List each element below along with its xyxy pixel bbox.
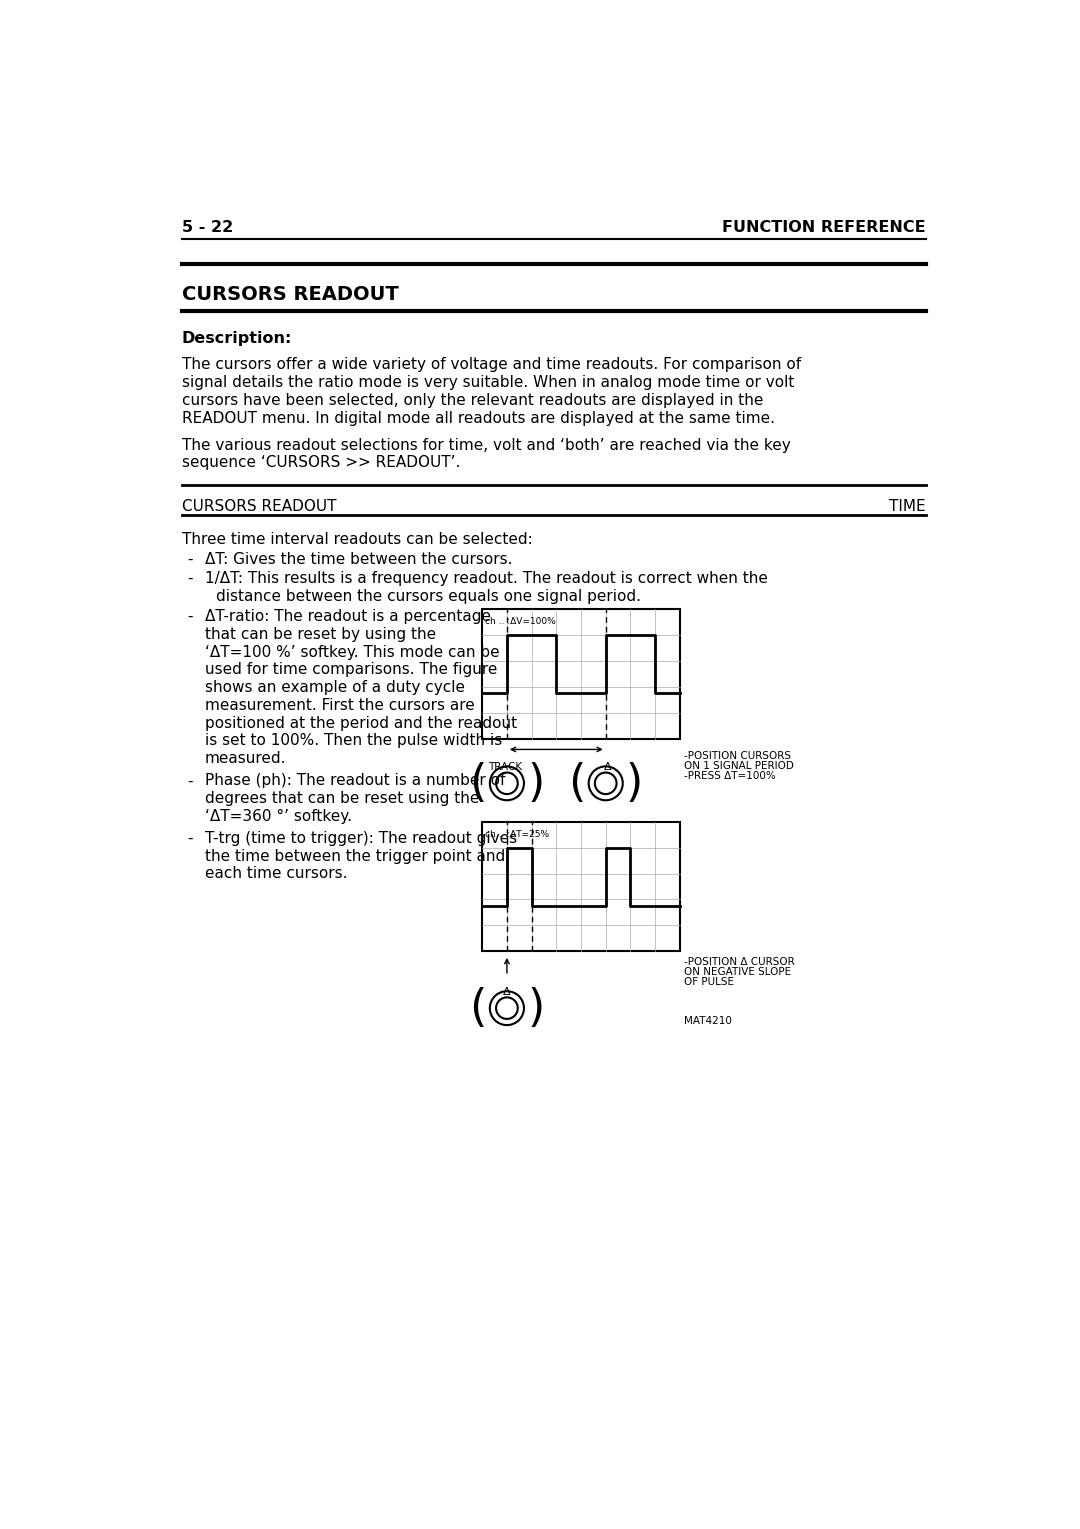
Text: sequence ‘CURSORS >> READOUT’.: sequence ‘CURSORS >> READOUT’. [181, 456, 460, 471]
Text: degrees that can be reset using the: degrees that can be reset using the [205, 790, 480, 806]
Text: the time between the trigger point and: the time between the trigger point and [205, 849, 505, 864]
Text: cursors have been selected, only the relevant readouts are displayed in the: cursors have been selected, only the rel… [181, 393, 762, 408]
Text: -: - [188, 832, 193, 846]
Text: TIME: TIME [889, 498, 926, 514]
Text: ): ) [626, 761, 643, 804]
Text: positioned at the period and the readout: positioned at the period and the readout [205, 716, 517, 731]
Text: Δ: Δ [604, 761, 611, 772]
Text: -POSITION Δ CURSOR: -POSITION Δ CURSOR [685, 957, 795, 968]
Text: TRACK: TRACK [488, 761, 523, 772]
Text: -: - [188, 609, 193, 624]
Text: ON 1 SIGNAL PERIOD: ON 1 SIGNAL PERIOD [685, 761, 795, 771]
Text: (: ( [568, 761, 585, 804]
Text: used for time comparisons. The figure: used for time comparisons. The figure [205, 662, 497, 677]
Text: (: ( [470, 986, 487, 1029]
Text: shows an example of a duty cycle: shows an example of a duty cycle [205, 680, 464, 696]
Text: OF PULSE: OF PULSE [685, 977, 734, 988]
Text: ON NEGATIVE SLOPE: ON NEGATIVE SLOPE [685, 968, 792, 977]
Text: that can be reset by using the: that can be reset by using the [205, 627, 436, 642]
Text: (: ( [470, 761, 487, 804]
Text: The various readout selections for time, volt and ‘both’ are reached via the key: The various readout selections for time,… [181, 437, 791, 453]
Text: T-trg (time to trigger): The readout gives: T-trg (time to trigger): The readout giv… [205, 832, 517, 846]
Text: -POSITION CURSORS: -POSITION CURSORS [685, 751, 792, 761]
Text: CURSORS READOUT: CURSORS READOUT [181, 284, 399, 304]
Text: READOUT menu. In digital mode all readouts are displayed at the same time.: READOUT menu. In digital mode all readou… [181, 411, 774, 425]
Text: Phase (ph): The readout is a number of: Phase (ph): The readout is a number of [205, 774, 505, 789]
Bar [482, 821, 679, 951]
Text: -: - [188, 570, 193, 586]
Text: Three time interval readouts can be selected:: Three time interval readouts can be sele… [181, 532, 532, 546]
Text: ‘ΔT=360 °’ softkey.: ‘ΔT=360 °’ softkey. [205, 809, 352, 824]
Text: measurement. First the cursors are: measurement. First the cursors are [205, 697, 474, 713]
Text: 1/ΔT: This results is a frequency readout. The readout is correct when the: 1/ΔT: This results is a frequency readou… [205, 570, 768, 586]
Text: ): ) [527, 761, 544, 804]
Text: FUNCTION REFERENCE: FUNCTION REFERENCE [721, 220, 926, 235]
Text: is set to 100%. Then the pulse width is: is set to 100%. Then the pulse width is [205, 734, 502, 748]
Text: signal details the ratio mode is very suitable. When in analog mode time or volt: signal details the ratio mode is very su… [181, 375, 794, 390]
Text: Δ: Δ [503, 988, 511, 997]
Text: -PRESS ΔT=100%: -PRESS ΔT=100% [685, 771, 777, 781]
Text: distance between the cursors equals one signal period.: distance between the cursors equals one … [216, 589, 640, 604]
Text: measured.: measured. [205, 751, 286, 766]
Text: ch... :ΔT=25%: ch... :ΔT=25% [485, 830, 549, 838]
Text: each time cursors.: each time cursors. [205, 867, 348, 882]
Text: ΔT-ratio: The readout is a percentage: ΔT-ratio: The readout is a percentage [205, 609, 490, 624]
Text: MAT4210: MAT4210 [685, 1015, 732, 1026]
Text: -: - [188, 552, 193, 567]
Text: The cursors offer a wide variety of voltage and time readouts. For comparison of: The cursors offer a wide variety of volt… [181, 358, 800, 373]
Text: ‘ΔT=100 %’ softkey. This mode can be: ‘ΔT=100 %’ softkey. This mode can be [205, 645, 499, 659]
Text: ΔT: Gives the time between the cursors.: ΔT: Gives the time between the cursors. [205, 552, 512, 567]
Text: ): ) [527, 986, 544, 1029]
Bar [482, 609, 679, 739]
Text: 5 - 22: 5 - 22 [181, 220, 233, 235]
Text: Description:: Description: [181, 332, 292, 347]
Text: -: - [188, 774, 193, 789]
Text: ch .. :ΔV=100%: ch .. :ΔV=100% [485, 618, 555, 625]
Text: CURSORS READOUT: CURSORS READOUT [181, 498, 336, 514]
